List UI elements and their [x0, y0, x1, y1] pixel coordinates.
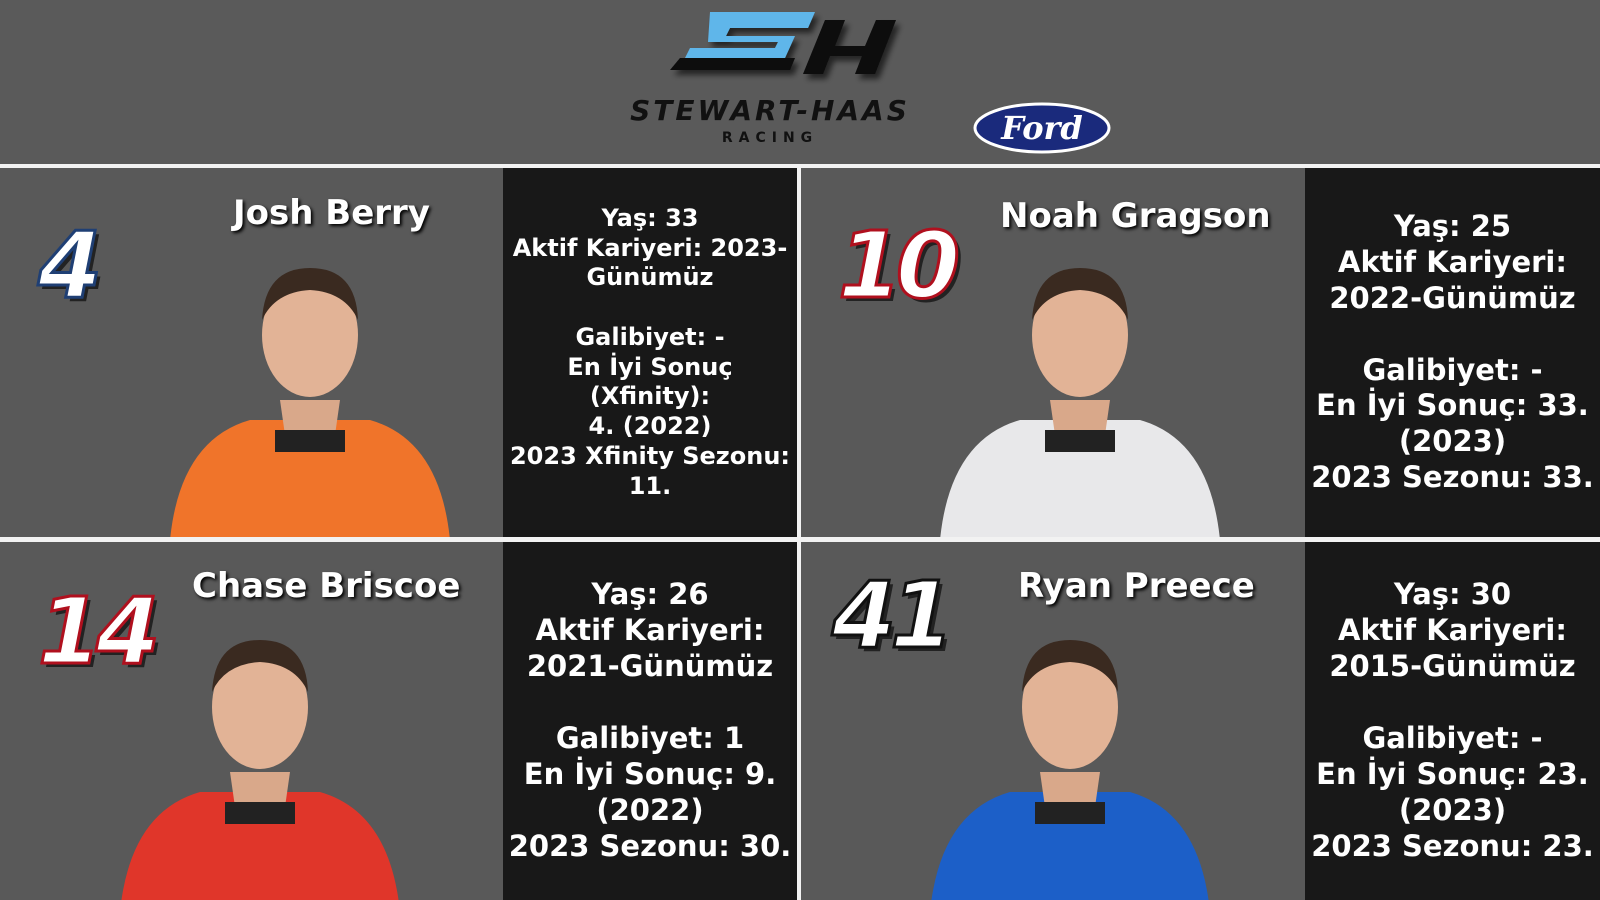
stat-line: 2023 Sezonu: 33.	[1311, 460, 1594, 495]
header: STEWART-HAAS RACING Ford	[0, 0, 1600, 164]
stat-line: Aktif Kariyeri: 2023-	[512, 233, 788, 262]
stat-line: Yaş: 25	[1393, 208, 1512, 243]
stat-line: (2023)	[1398, 424, 1507, 459]
stat-line	[1309, 685, 1596, 721]
stat-line: Galibiyet: -	[1362, 721, 1543, 755]
stat-line: En İyi Sonuç: 9.	[523, 756, 777, 791]
driver-photo	[121, 640, 399, 900]
stat-line: 2021-Günümüz	[526, 649, 774, 684]
stat-line: Galibiyet: 1	[555, 721, 745, 755]
stat-line: (2023)	[1398, 792, 1507, 827]
stat-line: En İyi Sonuç (Xfinity):	[567, 352, 733, 411]
driver-name: Chase Briscoe	[192, 566, 461, 606]
stat-line: 2023 Sezonu: 23.	[1311, 828, 1594, 863]
team-sub: RACING	[722, 130, 818, 146]
stat-line: En İyi Sonuç: 23.	[1316, 756, 1589, 791]
car-number: 14	[36, 577, 161, 687]
stat-line	[507, 685, 793, 721]
stat-line: Aktif Kariyeri:	[535, 613, 765, 648]
driver-photo	[940, 268, 1220, 537]
stat-line: 11.	[628, 471, 672, 500]
ford-logo-text: Ford	[1000, 109, 1083, 147]
team-name: STEWART-HAAS	[630, 94, 910, 127]
stewart-haas-ford-logo: STEWART-HAAS RACING Ford	[630, 12, 1111, 154]
driver-name: Josh Berry	[233, 193, 430, 233]
stat-line: Yaş: 30	[1393, 577, 1512, 612]
car-number: 4	[36, 211, 103, 321]
driver-stats: Yaş: 26 Aktif Kariyeri: 2021-Günümüz Galibi…	[503, 542, 797, 900]
stat-line: 4. (2022)	[588, 412, 712, 440]
driver-stats: Yaş: 30 Aktif Kariyeri: 2015-Günümüz Galibi…	[1305, 542, 1600, 900]
stat-line: 2023 Sezonu: 30.	[508, 828, 792, 863]
stat-line: 2022-Günümüz	[1329, 280, 1576, 315]
stat-line: Galibiyet: -	[575, 322, 725, 351]
stat-line: (2022)	[596, 792, 704, 827]
car-number: 41	[830, 561, 955, 671]
car-number: 10	[836, 211, 961, 321]
stat-line	[1309, 317, 1596, 353]
driver-name: Noah Gragson	[1000, 196, 1271, 236]
driver-stats: Yaş: 33 Aktif Kariyeri: 2023- Günümüz Galib…	[503, 168, 797, 537]
stat-line: Yaş: 33	[601, 203, 699, 232]
stat-line: 2023 Xfinity Sezonu:	[509, 441, 791, 470]
stat-line	[507, 293, 793, 323]
stat-line: Aktif Kariyeri:	[1338, 613, 1567, 648]
driver-name: Ryan Preece	[1018, 566, 1255, 606]
divider	[797, 164, 801, 900]
stat-line: 2015-Günümüz	[1329, 649, 1576, 684]
driver-photo	[170, 268, 450, 537]
stat-line: Galibiyet: -	[1362, 352, 1543, 387]
stat-line: Aktif Kariyeri:	[1338, 244, 1567, 279]
stat-line: En İyi Sonuç: 33.	[1316, 388, 1589, 423]
driver-stats: Yaş: 25 Aktif Kariyeri: 2022-Günümüz Galibi…	[1305, 168, 1600, 537]
stat-line: Yaş: 26	[591, 577, 709, 612]
driver-photo	[931, 640, 1209, 900]
stat-line: Günümüz	[586, 263, 714, 292]
